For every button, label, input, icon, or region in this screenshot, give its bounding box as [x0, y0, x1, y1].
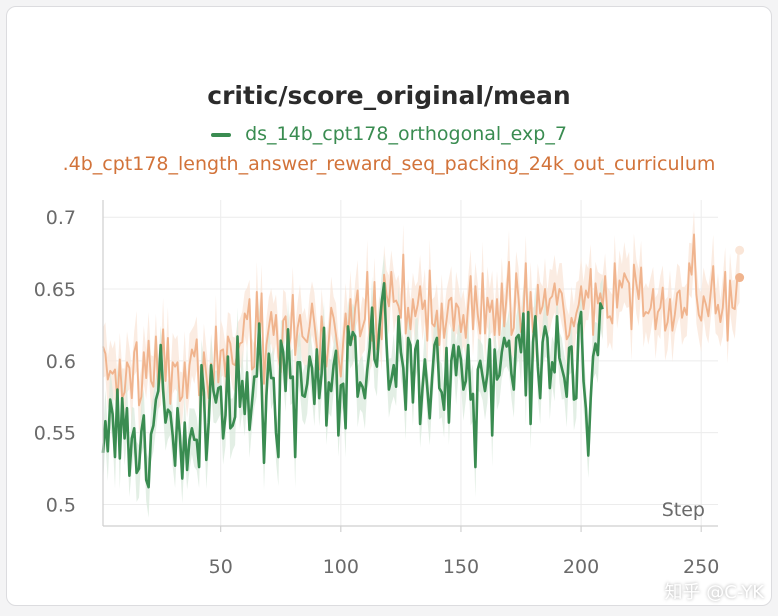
- legend-label-series-1: ds_14b_cpt178_orthogonal_exp_7: [245, 123, 567, 145]
- series-2-band: [103, 211, 740, 435]
- chart-title: critic/score_original/mean: [207, 81, 571, 110]
- legend-item-series-1[interactable]: ds_14b_cpt178_orthogonal_exp_7: [7, 123, 771, 145]
- x-tick-label: 150: [443, 556, 479, 578]
- legend-swatch-green: [211, 132, 232, 137]
- x-tick-label: 200: [563, 556, 599, 578]
- series-2-end-marker: [735, 273, 745, 283]
- y-tick-label: 0.65: [34, 279, 76, 301]
- series-lines: [101, 233, 741, 489]
- y-tick-label: 0.55: [34, 423, 76, 445]
- series-end-markers: [735, 245, 745, 283]
- watermark: 知乎 @C-YK: [664, 582, 764, 603]
- x-tick-label: 250: [683, 556, 719, 578]
- series-1-line: [101, 282, 604, 489]
- legend-item-series-2[interactable]: .4b_cpt178_length_answer_reward_seq_pack…: [7, 153, 771, 175]
- y-tick-label: 0.7: [46, 207, 76, 229]
- legend-label-series-2: .4b_cpt178_length_answer_reward_seq_pack…: [62, 153, 716, 175]
- y-tick-label: 0.5: [46, 494, 76, 516]
- series-2-band-marker: [735, 245, 745, 255]
- y-tick-label: 0.6: [46, 351, 76, 373]
- x-tick-label: 100: [323, 556, 359, 578]
- x-axis-label: Step: [662, 499, 705, 521]
- x-tick-label: 50: [209, 556, 233, 578]
- axes: 0.5 0.55 0.6 0.65 0.7 50 100 150 200 250: [34, 200, 719, 578]
